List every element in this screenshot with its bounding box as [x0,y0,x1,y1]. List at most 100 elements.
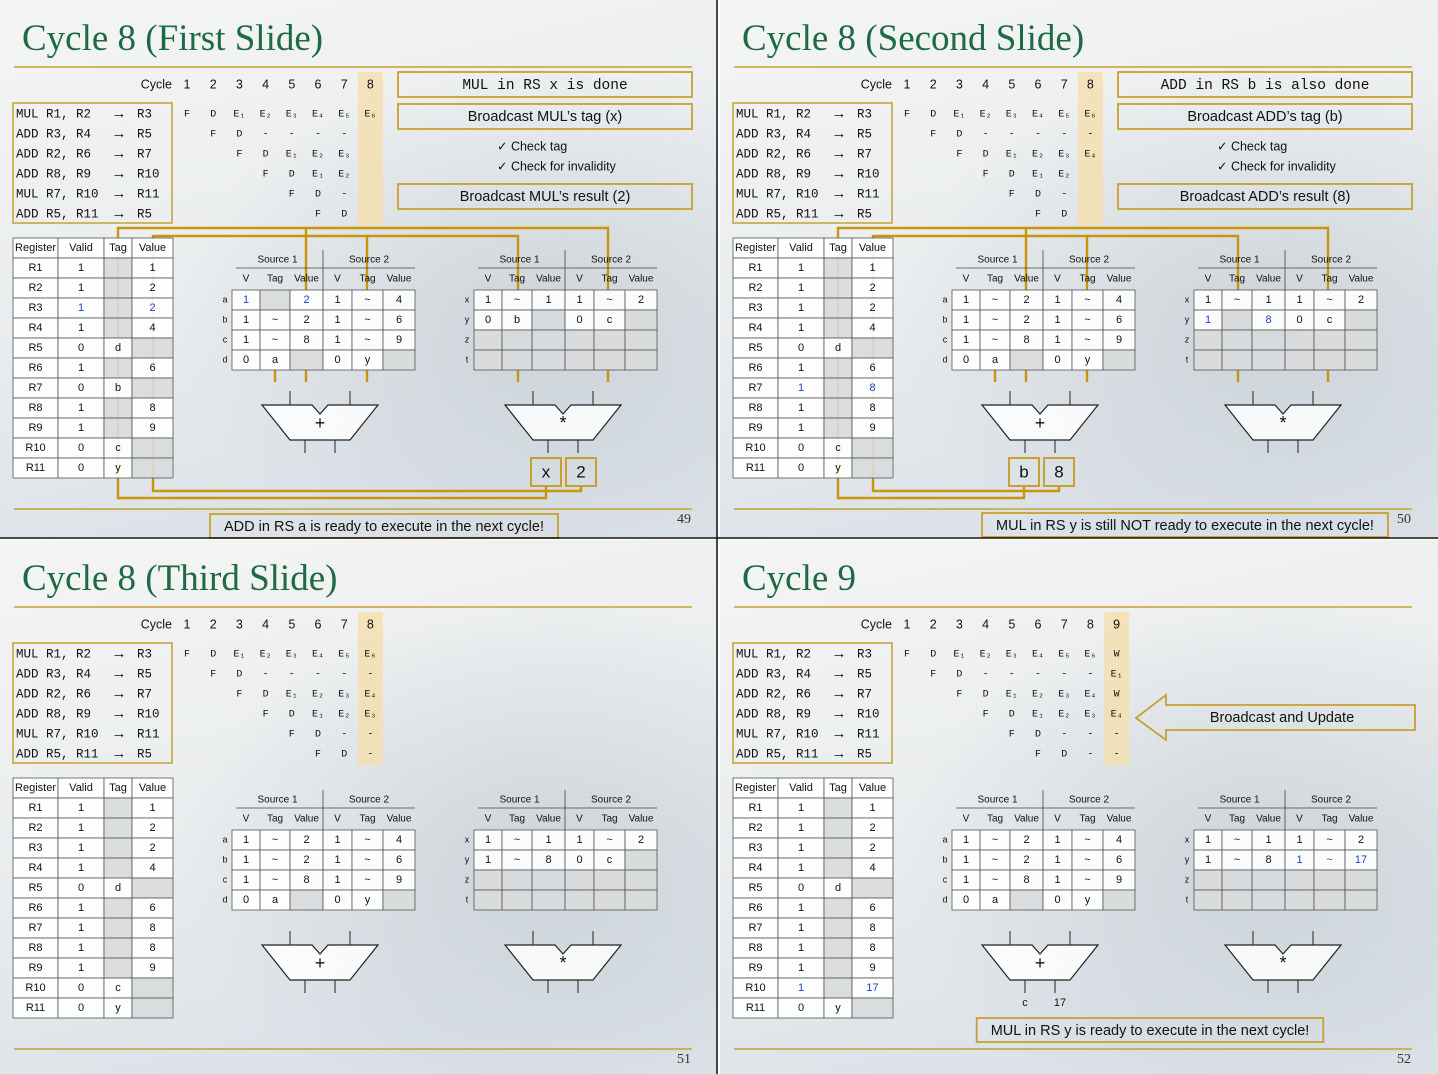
rs-cell [1193,889,1223,911]
cycle-number: 6 [1035,617,1042,631]
pipeline-stage: E₂ [312,150,324,161]
register-value: R1 [748,802,762,814]
rs-row-label: z [1185,874,1190,884]
rs-col-header: V [1205,274,1212,285]
instruction-arrow: → [112,145,127,162]
pipeline-stage: E₆ [1084,110,1096,121]
instruction-op: ADD R2, R6 [16,687,91,701]
rs-value: 8 [1265,854,1271,866]
adder-output: c [1022,997,1028,1009]
rs-col-header: Value [536,274,561,285]
pipeline-stage: D [956,130,962,141]
register-value: R5 [748,342,762,354]
register-cell [823,397,853,419]
rs-value: ~ [364,834,370,846]
rs-value: ~ [1326,854,1332,866]
register-value: R9 [28,962,42,974]
callout-text: Broadcast ADD’s result (8) [1180,189,1351,205]
register-cell [103,257,133,279]
pipeline-stage: E₁ [312,170,324,181]
register-value: R9 [28,422,42,434]
register-value: R3 [28,302,42,314]
register-value: 1 [78,302,84,314]
register-cell [823,957,853,979]
pipeline-stage: D [983,690,989,701]
rs-cell [1251,349,1286,371]
rs-value: 0 [1054,894,1060,906]
rs-col-header: Tag [601,814,617,825]
register-cell [823,277,853,299]
rs-cell [1344,309,1378,331]
rs-group-header: Source 2 [1069,795,1109,806]
instruction-box [732,102,893,224]
register-value: R9 [748,422,762,434]
rs-value: ~ [992,854,998,866]
rs-cell [531,889,566,911]
instruction-dest: R10 [857,167,880,181]
register-value: 2 [869,842,875,854]
rs-value: ~ [364,334,370,346]
pipeline-stage: E₅ [338,650,350,661]
pipeline-stage: E₅ [338,110,350,121]
page-number: 50 [1397,512,1411,527]
rs-value: 1 [485,834,491,846]
rs-cell [1221,869,1253,891]
rs-row-label: c [223,874,228,884]
register-header: Tag [829,242,847,254]
pipeline-stage: D [289,710,295,721]
pipeline-stage: E₁ [1111,670,1123,681]
rs-col-header: Tag [509,814,525,825]
note-text: MUL in RS y is still NOT ready to execut… [996,518,1374,534]
register-value: R5 [28,342,42,354]
rs-value: 6 [1116,314,1122,326]
pipeline-stage: F [236,690,242,701]
pipeline-stage: E₄ [312,110,324,121]
pipeline-stage: - [289,130,295,141]
pipeline-stage: D [263,150,269,161]
instruction-dest: R10 [857,707,880,721]
rs-col-header: Tag [1079,274,1095,285]
rs-group-header: Source 2 [591,255,631,266]
rs-cell [1313,869,1346,891]
rs-value: 4 [396,294,402,306]
rs-col-header: Tag [359,274,375,285]
register-header: Value [859,242,886,254]
pipeline-stage: E₂ [980,110,992,121]
callout-text: ADD in RS b is also done [1161,78,1370,94]
pipeline-stage: D [236,670,242,681]
rs-value: 2 [1358,834,1364,846]
rs-cell [1221,309,1253,331]
rs-value: 2 [1023,294,1029,306]
rs-value: ~ [514,834,520,846]
register-value: d [115,342,121,354]
pipeline-stage: E₁ [286,150,298,161]
instruction-arrow: → [112,165,127,182]
rs-value: 1 [963,294,969,306]
alu-op: * [1279,413,1286,433]
rs-value: 1 [243,874,249,886]
pipeline-stage: - [1009,130,1015,141]
rs-row-label: y [465,314,470,324]
pipeline-stage: - [1035,130,1041,141]
instruction-dest: R11 [857,187,880,201]
rs-cell [1102,349,1136,371]
register-cell [103,837,133,859]
register-value: R9 [748,962,762,974]
register-cell [823,417,853,439]
register-value: 2 [869,822,875,834]
rs-cell [473,329,503,351]
pipeline-stage: F [289,730,295,741]
register-value: 2 [149,282,155,294]
instruction-dest: R10 [137,707,160,721]
register-cell [851,457,894,479]
cycle-number: 8 [1087,617,1094,631]
rs-value: 2 [1023,314,1029,326]
register-cell [103,897,133,919]
instruction-dest: R5 [137,207,152,221]
instruction-op: ADD R8, R9 [16,707,91,721]
instruction-dest: R3 [857,647,872,661]
pipeline-stage: - [263,130,269,141]
pipeline-stage: E₂ [1032,150,1044,161]
rs-value: ~ [992,874,998,886]
